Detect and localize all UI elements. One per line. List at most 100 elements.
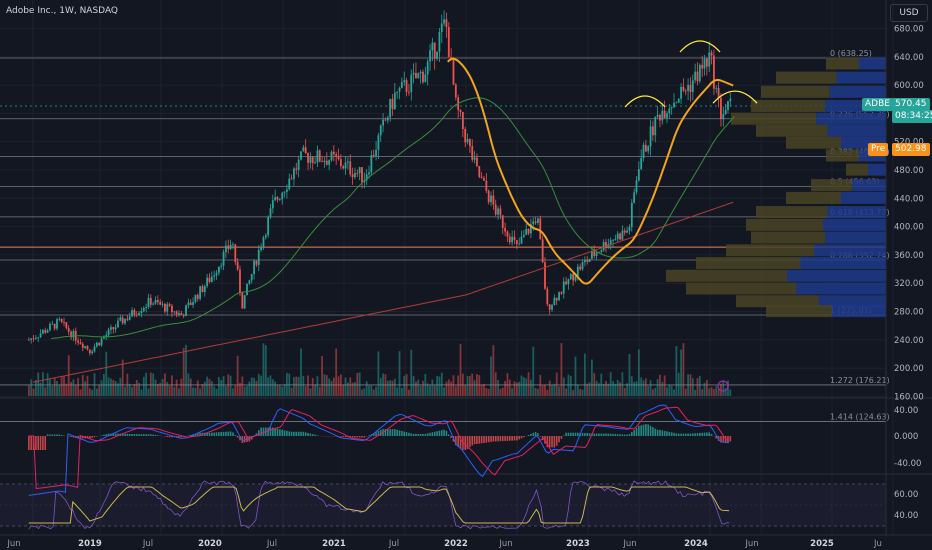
- volume-bar: [225, 385, 227, 396]
- macd-histogram-bar: [377, 431, 380, 436]
- candle-body: [567, 279, 570, 285]
- macd-histogram-bar: [518, 436, 520, 440]
- volume-bar: [88, 388, 91, 396]
- candle-body: [647, 146, 650, 152]
- moving-average-200: [32, 201, 734, 383]
- candle-body: [644, 144, 647, 152]
- currency-button[interactable]: USD: [890, 4, 928, 22]
- macd-histogram-bar: [311, 434, 314, 436]
- macd-histogram-bar: [131, 433, 133, 436]
- candle-body: [44, 330, 47, 333]
- volume-bar: [210, 381, 213, 396]
- macd-histogram-bar: [283, 430, 286, 436]
- volume-profile-bar: [751, 99, 826, 112]
- candle-body: [330, 151, 333, 161]
- volume-bar: [185, 344, 187, 396]
- candle-body: [417, 73, 420, 79]
- candle-body: [487, 190, 490, 203]
- volume-bar: [372, 389, 375, 396]
- candle-body: [555, 297, 558, 301]
- macd-histogram-bar: [337, 436, 340, 437]
- time-tick-label: Jul: [388, 539, 399, 549]
- candle-body: [412, 72, 415, 75]
- candle-body: [698, 64, 701, 82]
- macd-histogram-bar: [506, 436, 509, 441]
- volume-bar: [722, 381, 725, 396]
- macd-histogram-bar: [483, 436, 485, 443]
- volume-profile-bar: [811, 179, 853, 192]
- candle-body: [659, 115, 661, 121]
- candle-body: [515, 240, 518, 244]
- candle-body: [602, 242, 605, 251]
- volume-bar: [490, 356, 492, 396]
- volume-bar: [154, 379, 157, 396]
- candle-body: [267, 216, 270, 236]
- price-tick-label: 400.00: [894, 223, 924, 233]
- volume-bar: [450, 381, 453, 396]
- macd-histogram-bar: [729, 436, 732, 442]
- volume-bar: [131, 387, 133, 396]
- macd-histogram-bar: [133, 434, 136, 436]
- candle-body: [46, 330, 49, 333]
- rsi-band: [0, 484, 886, 526]
- volume-bar: [95, 388, 98, 396]
- volume-bar: [454, 386, 457, 396]
- candle-body: [63, 322, 65, 323]
- candle-body: [105, 335, 108, 338]
- candle-body: [492, 195, 495, 205]
- volume-profile-bar: [751, 231, 826, 244]
- volume-bar: [354, 381, 356, 396]
- volume-bar: [168, 385, 171, 396]
- candle-body: [670, 107, 673, 109]
- candle-body: [246, 283, 248, 296]
- volume-bar: [504, 381, 507, 396]
- volume-bar: [579, 388, 582, 396]
- macd-histogram-bar: [433, 431, 436, 436]
- candle-body: [623, 230, 626, 233]
- volume-profile-bar: [766, 305, 832, 318]
- macd-histogram-bar: [46, 434, 49, 436]
- price-tick-label: 680.00: [894, 24, 924, 34]
- volume-bar: [316, 376, 319, 396]
- candle-body: [171, 305, 173, 313]
- volume-bar: [121, 359, 124, 396]
- candle-body: [60, 318, 63, 323]
- candle-body: [65, 322, 68, 329]
- candle-body: [710, 52, 713, 56]
- macd-histogram-bar: [476, 436, 478, 444]
- volume-bar: [46, 373, 49, 396]
- volume-bar: [297, 376, 300, 396]
- volume-bar: [621, 372, 624, 396]
- volume-bar: [337, 376, 340, 396]
- macd-histogram-bar: [274, 428, 276, 436]
- candle-body: [232, 244, 234, 246]
- candle-body: [325, 160, 328, 165]
- volume-bar: [600, 373, 603, 396]
- volume-bar: [675, 346, 678, 396]
- macd-histogram-bar: [300, 431, 302, 436]
- volume-profile-bar: [852, 179, 886, 192]
- volume-bar: [351, 382, 354, 396]
- candle-body: [400, 82, 403, 88]
- macd-histogram-bar: [422, 433, 424, 436]
- volume-bar: [375, 386, 377, 396]
- candle-body: [95, 342, 98, 347]
- macd-histogram-bar: [354, 436, 356, 438]
- candle-body: [666, 113, 668, 118]
- candle-body: [574, 276, 577, 281]
- candle-body: [680, 86, 682, 99]
- candle-body: [323, 160, 326, 163]
- macd-histogram-bar: [35, 436, 37, 450]
- candle-body: [91, 351, 94, 354]
- volume-bar: [217, 376, 220, 396]
- candle-body: [546, 288, 549, 305]
- volume-bar: [53, 377, 56, 396]
- volume-bar: [194, 387, 197, 396]
- volume-bar: [576, 384, 579, 396]
- volume-bar: [290, 387, 293, 396]
- volume-bar: [548, 380, 551, 396]
- macd-histogram-bar: [605, 433, 607, 436]
- pre-price-tag: 502.98: [892, 143, 930, 156]
- volume-bar: [572, 389, 575, 396]
